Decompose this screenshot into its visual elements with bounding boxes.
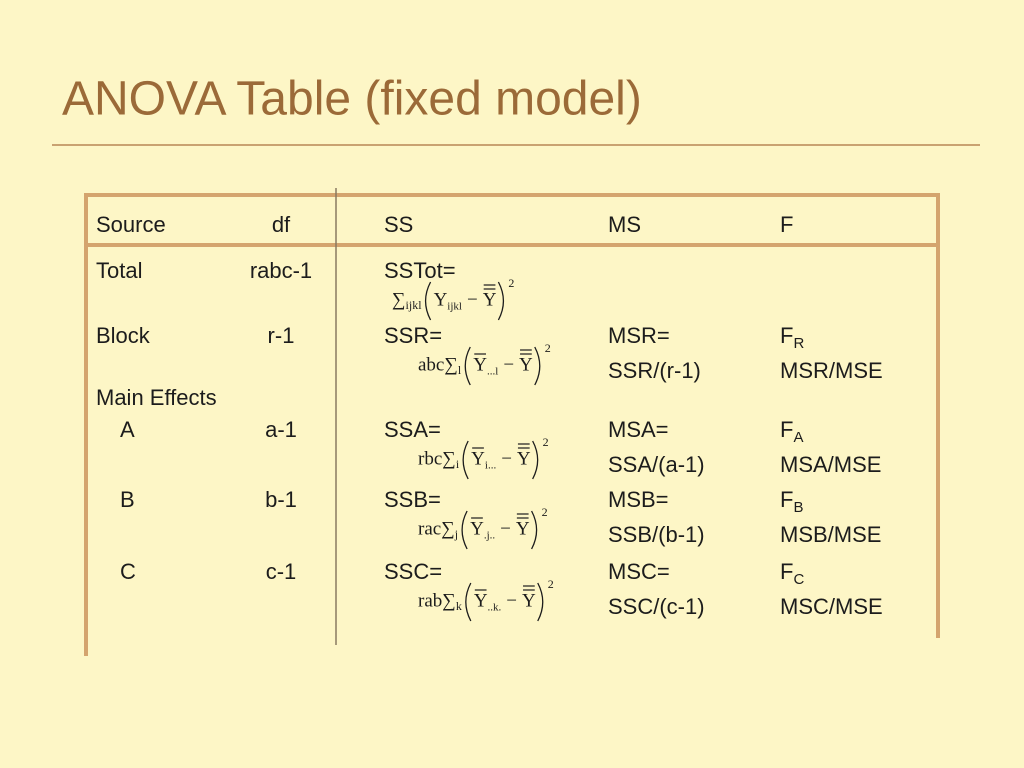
formula-minus: − xyxy=(467,289,478,310)
column-header: SS xyxy=(384,212,413,237)
formula-minus: − xyxy=(501,448,512,469)
column-header: Source xyxy=(96,212,166,237)
formula-index: i xyxy=(456,457,460,471)
row-f-sub: A xyxy=(793,429,803,446)
row-f-def: MSC/MSE xyxy=(780,594,883,619)
paren-right xyxy=(537,582,544,622)
row-ms-def: SSC/(c-1) xyxy=(608,594,705,619)
row-source: Main Effects xyxy=(96,385,217,410)
row-ms-def: SSA/(a-1) xyxy=(608,452,705,477)
row-df: rabc-1 xyxy=(250,258,312,283)
formula-y: Y xyxy=(434,289,448,310)
formula-coef: rbc xyxy=(418,448,442,469)
row-ms: MSA= xyxy=(608,417,669,442)
row-df: c-1 xyxy=(266,559,297,584)
paren-left xyxy=(461,510,468,550)
row-ss: SSR= xyxy=(384,323,442,348)
column-header: MS xyxy=(608,212,641,237)
row-f-def: MSB/MSE xyxy=(780,522,881,547)
row-source: Total xyxy=(96,258,142,283)
row-df: r-1 xyxy=(268,323,295,348)
row-ss: SSC= xyxy=(384,559,442,584)
row-source: B xyxy=(120,487,135,512)
row-f-sub: C xyxy=(793,571,804,588)
row-ss: SSTot= xyxy=(384,258,456,283)
formula-minus: − xyxy=(506,590,517,611)
formula-index: j xyxy=(454,527,458,541)
row-f: F xyxy=(780,323,793,348)
row-ms: MSC= xyxy=(608,559,670,584)
formula-coef: abc xyxy=(418,354,444,375)
formula-y: Y xyxy=(473,354,487,375)
paren-left xyxy=(424,281,432,321)
formula-grand: Y xyxy=(483,289,497,310)
formula-index: ijkl xyxy=(406,298,423,312)
row-df: b-1 xyxy=(265,487,297,512)
formula-y: Y xyxy=(471,448,485,469)
column-header: F xyxy=(780,212,793,237)
formula-index: k xyxy=(456,599,462,613)
row-ms-def: SSB/(b-1) xyxy=(608,522,705,547)
formula-y-sub: ijkl xyxy=(447,301,462,313)
formula-y-sub: ..k. xyxy=(488,602,502,614)
formula-power: 2 xyxy=(508,276,514,290)
formula-y-sub: .j.. xyxy=(484,530,496,542)
column-header: df xyxy=(272,212,291,237)
row-source: A xyxy=(120,417,135,442)
formula-sum: ∑ xyxy=(442,590,456,611)
formula-power: 2 xyxy=(548,577,554,591)
row-f-def: MSA/MSE xyxy=(780,452,881,477)
formula-y-sub: i... xyxy=(485,460,497,472)
formula-grand: Y xyxy=(522,590,536,611)
formula-grand: Y xyxy=(519,354,533,375)
formula-y: Y xyxy=(470,518,484,539)
formula-grand: Y xyxy=(517,448,531,469)
formula-sum: ∑ xyxy=(444,354,458,375)
formula-minus: − xyxy=(503,354,514,375)
row-f-sub: B xyxy=(793,499,803,516)
formula-index: l xyxy=(458,363,462,377)
formula-sum: ∑ xyxy=(441,518,455,539)
formula-y-sub: ...l xyxy=(487,366,498,378)
formula-coef: rac xyxy=(418,518,441,539)
row-ms-def: SSR/(r-1) xyxy=(608,358,701,383)
paren-left xyxy=(465,582,472,622)
formula-sum: ∑ xyxy=(392,289,406,310)
table-border xyxy=(84,193,940,656)
paren-left xyxy=(462,440,469,480)
paren-right xyxy=(534,346,541,386)
paren-right xyxy=(532,440,539,480)
paren-right xyxy=(531,510,538,550)
row-ss: SSB= xyxy=(384,487,441,512)
formula-grand: Y xyxy=(516,518,530,539)
row-source: C xyxy=(120,559,136,584)
row-f: F xyxy=(780,417,793,442)
row-source: Block xyxy=(96,323,151,348)
formula-power: 2 xyxy=(543,435,549,449)
formula-power: 2 xyxy=(545,341,551,355)
formula-y: Y xyxy=(474,590,488,611)
row-ms: MSR= xyxy=(608,323,670,348)
row-ms: MSB= xyxy=(608,487,669,512)
slide-title: ANOVA Table (fixed model) xyxy=(62,73,642,126)
row-f-sub: R xyxy=(793,335,804,352)
formula-sum: ∑ xyxy=(442,448,456,469)
row-ss: SSA= xyxy=(384,417,441,442)
row-f: F xyxy=(780,487,793,512)
paren-left xyxy=(464,346,471,386)
formula-minus: − xyxy=(500,518,511,539)
paren-right xyxy=(497,281,505,321)
formula-power: 2 xyxy=(542,505,548,519)
row-df: a-1 xyxy=(265,417,297,442)
formula-coef: rab xyxy=(418,590,442,611)
row-f: F xyxy=(780,559,793,584)
row-f-def: MSR/MSE xyxy=(780,358,883,383)
